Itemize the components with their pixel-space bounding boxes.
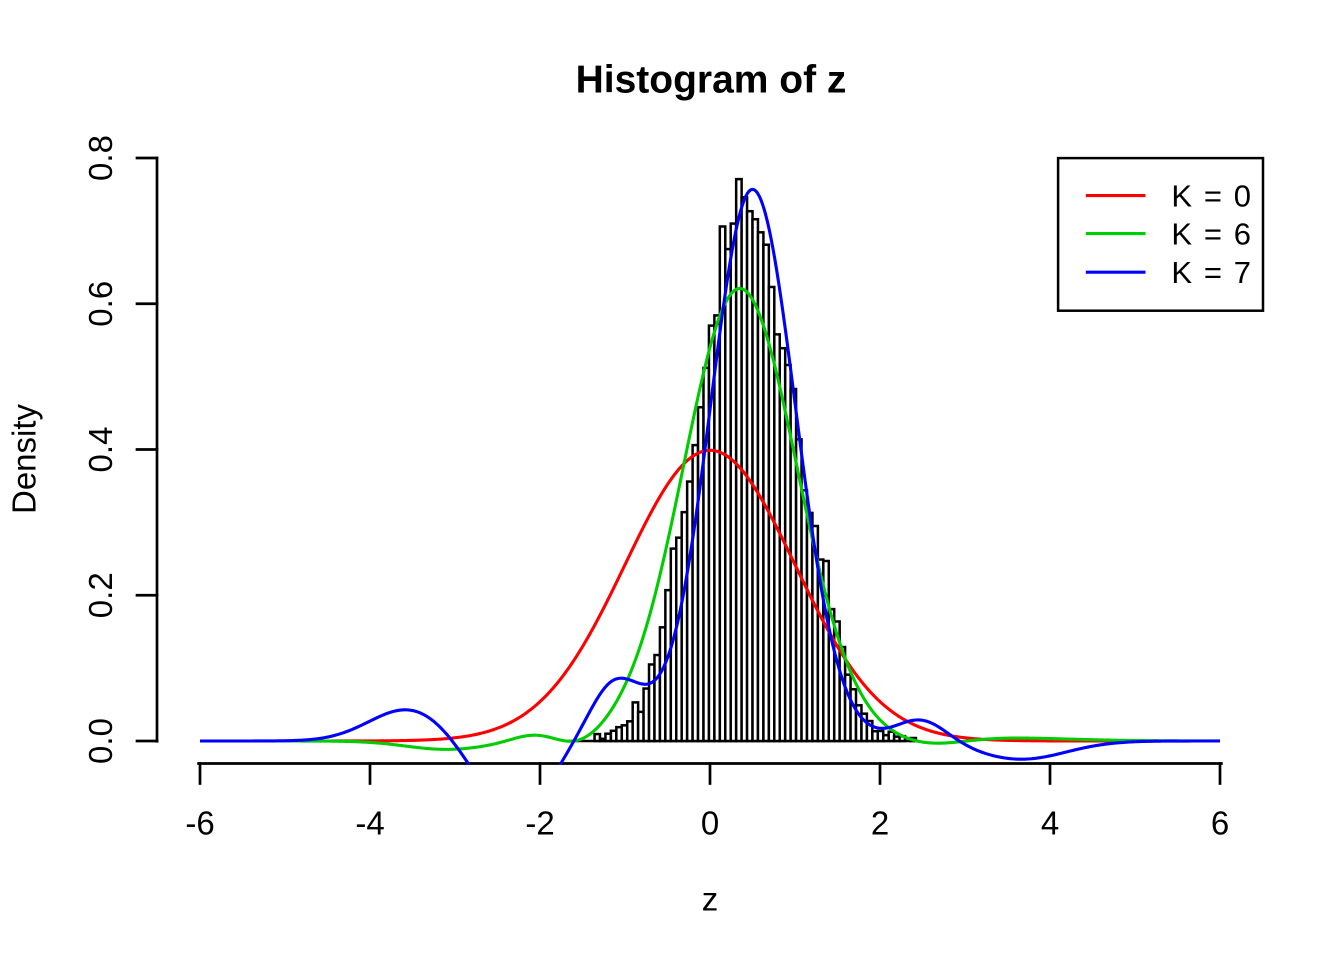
svg-text:2: 2 [871, 804, 889, 841]
svg-text:K = 7: K = 7 [1171, 255, 1252, 290]
svg-text:0.4: 0.4 [82, 427, 119, 473]
svg-text:0.6: 0.6 [82, 281, 119, 327]
svg-text:-4: -4 [355, 804, 384, 841]
svg-text:Density: Density [5, 403, 42, 514]
svg-text:0.0: 0.0 [82, 718, 119, 764]
svg-text:-6: -6 [185, 804, 214, 841]
svg-text:K = 0: K = 0 [1171, 179, 1252, 214]
svg-text:z: z [702, 881, 719, 918]
svg-text:0.2: 0.2 [82, 572, 119, 618]
svg-text:-2: -2 [525, 804, 554, 841]
svg-text:6: 6 [1211, 804, 1229, 841]
svg-text:0: 0 [701, 804, 719, 841]
svg-text:0.8: 0.8 [82, 135, 119, 181]
svg-text:K = 6: K = 6 [1171, 217, 1252, 252]
svg-text:Histogram of z: Histogram of z [576, 59, 847, 102]
svg-text:4: 4 [1041, 804, 1059, 841]
